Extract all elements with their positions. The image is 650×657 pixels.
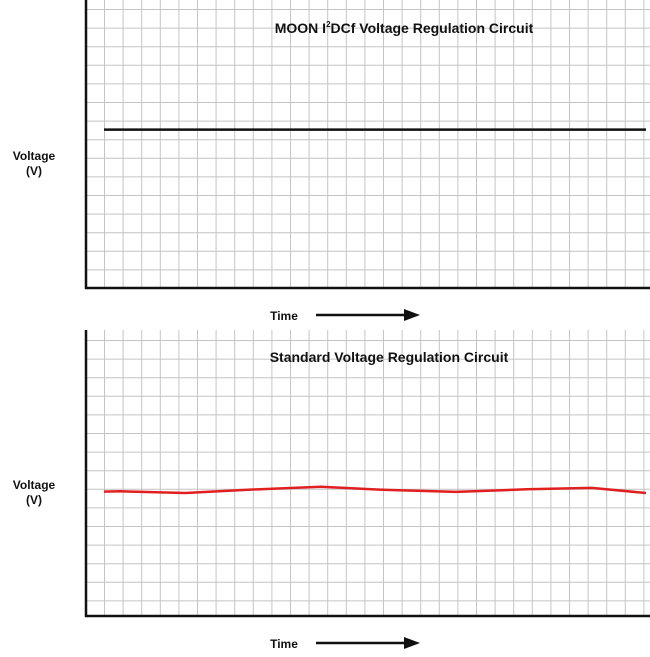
chart-2-grid	[86, 330, 650, 616]
chart-1-ylabel-line-1: Voltage	[13, 149, 56, 163]
chart-1-grid	[86, 0, 650, 288]
chart-moon-i2dcf: MOON I2DCf Voltage Regulation Circuit Vo…	[13, 0, 650, 323]
chart-1-xlabel: Time	[270, 309, 298, 323]
chart-1-ylabel-line-2: (V)	[26, 164, 42, 178]
chart-2-time-arrow	[316, 637, 420, 649]
chart-1-title-prefix: MOON I	[275, 20, 326, 36]
chart-2-xlabel: Time	[270, 637, 298, 651]
chart-2-ylabel-line-1: Voltage	[13, 478, 56, 492]
chart-1-title-suffix: DCf Voltage Regulation Circuit	[331, 20, 534, 36]
chart-1-time-arrow	[316, 309, 420, 321]
chart-2-title: Standard Voltage Regulation Circuit	[270, 349, 509, 365]
chart-2-series-layer	[103, 485, 647, 495]
chart-2-series-line-0	[103, 485, 647, 495]
chart-1-title: MOON I2DCf Voltage Regulation Circuit	[275, 20, 534, 36]
chart-1-title-sup: 2	[326, 20, 331, 29]
chart-standard: Standard Voltage Regulation Circuit Volt…	[13, 330, 650, 651]
chart-2-ylabel-line-2: (V)	[26, 493, 42, 507]
